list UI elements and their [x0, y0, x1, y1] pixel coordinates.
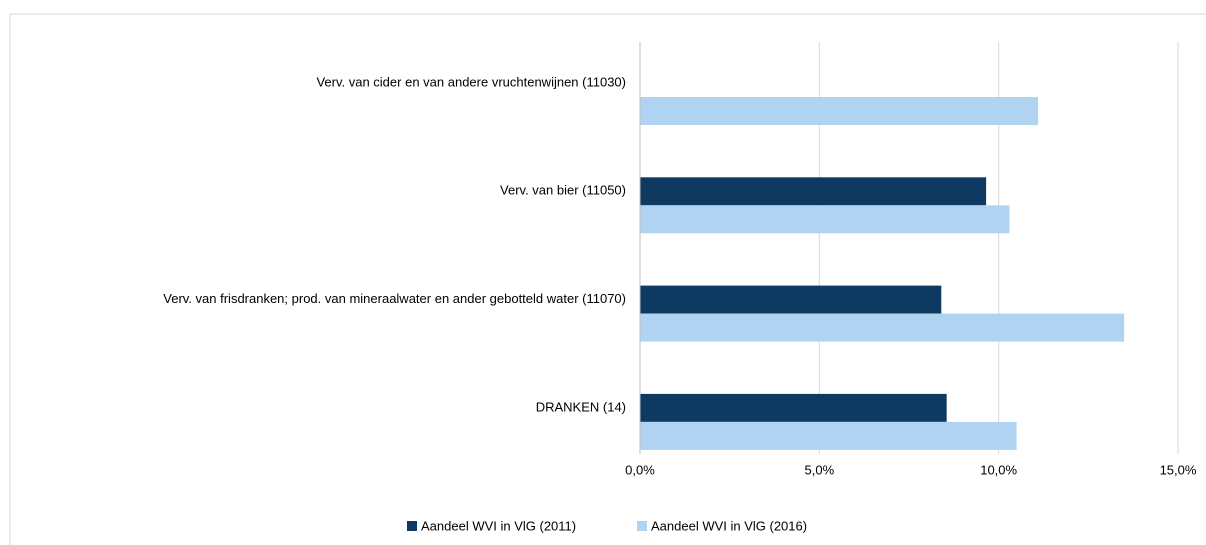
category-label: Verv. van cider en van andere vruchtenwi…	[316, 74, 626, 89]
bar	[640, 421, 1017, 450]
chart-frame	[9, 13, 1206, 545]
legend-label: Aandeel WVI in VlG (2011)	[421, 518, 576, 533]
category-label: Verv. van bier (11050)	[500, 183, 626, 198]
x-tick-label: 15,0%	[1160, 462, 1197, 477]
x-tick-label: 5,0%	[805, 462, 835, 477]
category-label: Verv. van frisdranken; prod. van mineraa…	[163, 291, 626, 306]
legend-swatch	[637, 521, 647, 531]
x-tick-label: 0,0%	[625, 462, 655, 477]
bar	[640, 97, 1039, 125]
category-label: DRANKEN (14)	[536, 399, 626, 414]
bar	[640, 393, 947, 422]
bar	[640, 313, 1125, 342]
x-tick-label: 10,0%	[980, 462, 1017, 477]
bar	[640, 205, 1010, 234]
bar	[640, 177, 987, 206]
legend-swatch	[407, 521, 417, 531]
bar	[640, 285, 942, 314]
legend-label: Aandeel WVI in VlG (2016)	[651, 518, 807, 533]
